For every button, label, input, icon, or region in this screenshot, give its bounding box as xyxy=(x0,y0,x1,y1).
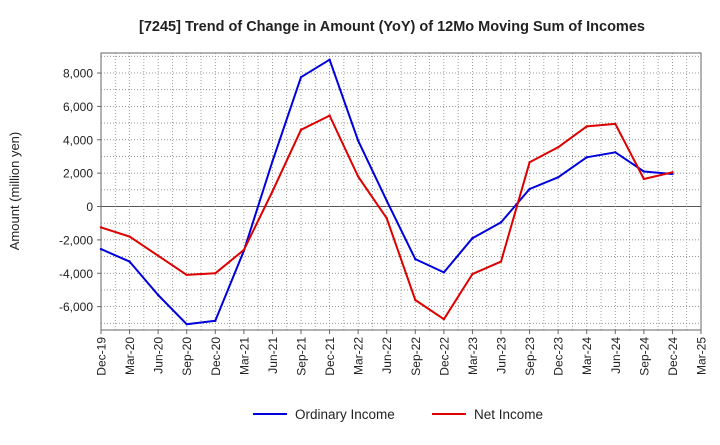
plot-border xyxy=(100,52,702,331)
y-axis-label: Amount (million yen) xyxy=(7,132,22,251)
x-tick-label: Mar-22 xyxy=(352,337,366,375)
x-tick-label: Dec-21 xyxy=(323,337,337,376)
data-point xyxy=(642,177,646,181)
data-point xyxy=(156,254,160,257)
x-tick-label: Sep-23 xyxy=(523,337,537,376)
x-tick-label: Jun-21 xyxy=(266,337,280,374)
data-point xyxy=(128,235,131,238)
data-point xyxy=(328,114,331,117)
data-point xyxy=(528,161,531,164)
data-point xyxy=(671,171,674,174)
x-tick-label: Mar-23 xyxy=(466,337,480,375)
data-point xyxy=(585,125,588,128)
legend-label: Net Income xyxy=(474,407,543,422)
data-point xyxy=(528,187,531,191)
x-tick-label: Mar-24 xyxy=(580,337,594,375)
data-point xyxy=(614,122,617,126)
data-point xyxy=(556,176,560,179)
data-point xyxy=(556,146,560,149)
y-tick-label: 4,000 xyxy=(63,133,93,147)
data-point xyxy=(185,273,188,277)
data-point xyxy=(585,156,588,159)
data-point xyxy=(128,260,131,263)
data-point xyxy=(271,160,274,163)
x-tick-label: Jun-20 xyxy=(152,337,166,374)
data-point xyxy=(214,319,217,323)
x-tick-label: Sep-22 xyxy=(409,337,423,376)
data-point xyxy=(499,221,503,224)
y-tick-label: 0 xyxy=(86,200,93,214)
data-point xyxy=(442,317,446,321)
x-tick-label: Jun-24 xyxy=(609,337,623,374)
x-tick-label: Dec-20 xyxy=(209,337,223,376)
y-tick-label: -2,000 xyxy=(59,233,93,247)
data-point xyxy=(99,247,103,251)
data-point xyxy=(99,226,103,229)
legend-label: Ordinary Income xyxy=(295,407,395,422)
y-tick-label: 8,000 xyxy=(63,67,93,81)
x-tick-label: Dec-19 xyxy=(95,337,109,376)
data-point xyxy=(385,199,388,202)
x-tick-label: Dec-23 xyxy=(552,337,566,376)
data-point xyxy=(271,190,274,193)
data-point xyxy=(214,272,217,275)
x-tick-label: Sep-24 xyxy=(637,337,651,376)
y-tick-label: 6,000 xyxy=(63,100,93,114)
data-point xyxy=(356,139,360,142)
data-point xyxy=(299,75,303,79)
x-tick-label: Mar-25 xyxy=(695,337,709,375)
data-point xyxy=(385,216,388,220)
legend: Ordinary Income Net Income xyxy=(253,407,543,422)
data-point xyxy=(471,272,474,276)
data-point xyxy=(299,128,303,131)
y-tick-label: 2,000 xyxy=(63,167,93,181)
data-point xyxy=(328,58,331,61)
data-point xyxy=(414,257,417,261)
data-point xyxy=(414,298,417,302)
data-point xyxy=(442,271,446,274)
data-point xyxy=(642,170,646,173)
data-point xyxy=(356,175,360,178)
x-tick-label: Mar-20 xyxy=(123,337,137,375)
x-tick-label: Jun-22 xyxy=(380,337,394,374)
data-point xyxy=(185,322,188,326)
data-point xyxy=(242,248,246,252)
x-tick-label: Mar-21 xyxy=(237,337,251,375)
chart-title: [7245] Trend of Change in Amount (YoY) o… xyxy=(139,19,645,35)
x-tick-label: Jun-23 xyxy=(495,337,509,374)
data-point xyxy=(156,293,160,297)
data-point xyxy=(614,151,617,154)
x-tick-label: Dec-22 xyxy=(437,337,451,376)
y-tick-label: -4,000 xyxy=(59,267,93,281)
data-point xyxy=(499,260,503,263)
x-tick-label: Sep-21 xyxy=(295,337,309,376)
x-tick-label: Sep-20 xyxy=(180,337,194,376)
x-tick-label: Dec-24 xyxy=(666,337,680,376)
data-point xyxy=(471,237,474,240)
y-tick-label: -6,000 xyxy=(59,300,93,314)
